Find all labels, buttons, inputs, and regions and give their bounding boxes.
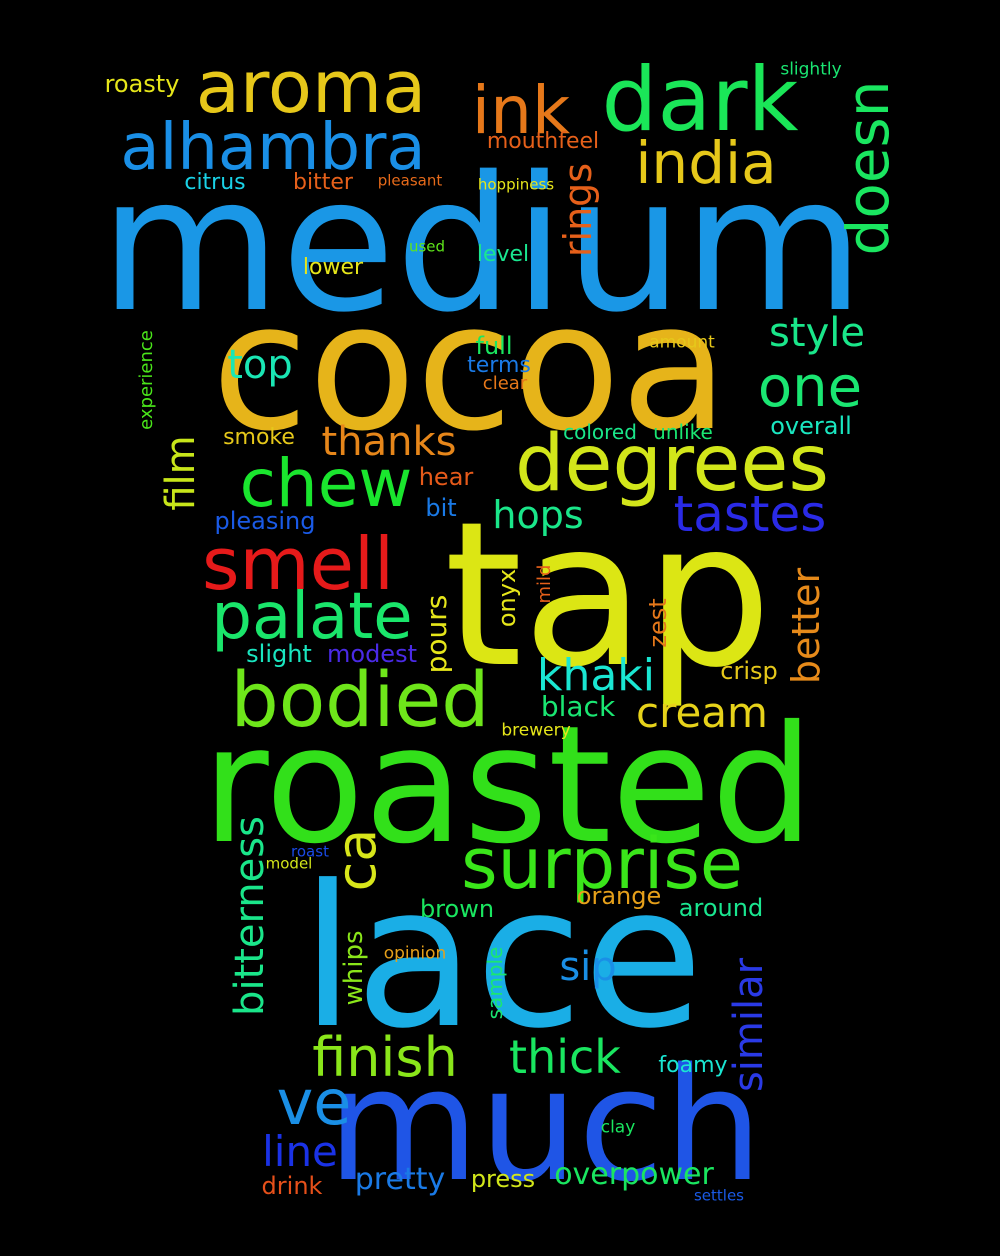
word-overall: overall [770,412,852,440]
word-film: film [158,435,204,511]
word-better: better [784,567,828,685]
word-slightly: slightly [780,59,842,80]
word-much: much [327,1034,763,1216]
word-lace: lace [300,844,704,1072]
word-alhambra: alhambra [120,111,426,185]
word-model: model [265,854,313,873]
word-around: around [678,894,764,922]
word-dark: dark [601,48,799,151]
word-roast: roast [291,842,329,861]
word-roasty: roasty [104,70,180,98]
word-surprise: surprise [461,823,743,905]
word-hoppiness: hoppiness [477,175,555,194]
word-lower: lower [302,255,364,280]
word-orange: orange [576,882,662,910]
word-thanks: thanks [321,419,457,465]
word-terms: terms [467,353,531,378]
word-clear: clear [482,373,528,394]
word-crisp: crisp [720,657,778,685]
word-degrees: degrees [515,419,829,509]
word-hear: hear [418,463,474,491]
word-sample: sample [483,946,507,1020]
word-medium: medium [99,136,865,353]
word-colored: colored [563,420,637,444]
word-level: level [476,242,530,267]
word-whips: whips [339,930,369,1006]
word-style: style [769,310,865,356]
word-cocoa: cocoa [211,265,729,470]
word-pleasant: pleasant [377,171,443,190]
word-roasted: roasted [202,692,814,880]
word-modest: modest [327,640,417,668]
word-mild: mild [534,564,555,604]
word-onyx: onyx [493,568,521,628]
word-amount: amount [649,332,715,353]
word-ink: ink [471,72,571,149]
word-aroma: aroma [195,45,427,129]
word-press: press [470,1165,536,1193]
word-black: black [540,690,616,723]
word-ve: ve [276,1066,352,1139]
word-bitter: bitter [293,170,353,195]
word-drink: drink [261,1172,323,1200]
word-hops: hops [492,493,584,537]
word-one: one [757,355,863,420]
word-overpower: overpower [554,1157,714,1192]
word-similar: similar [726,957,772,1093]
word-bitterness: bitterness [227,816,273,1016]
word-used: used [408,237,446,256]
word-experience: experience [136,330,157,430]
word-zest: zest [644,598,672,648]
word-bit: bit [425,494,457,522]
word-pretty: pretty [354,1162,446,1197]
word-pours: pours [420,594,453,674]
word-sip: sip [559,944,617,990]
word-unlike: unlike [653,420,713,444]
word-foamy: foamy [658,1053,728,1078]
word-opinion: opinion [383,943,447,964]
word-full: full [475,332,513,360]
word-finish: finish [312,1026,458,1089]
word-cream: cream [636,688,768,737]
word-chew: chew [239,445,413,522]
word-india: india [635,129,777,197]
word-top: top [227,342,293,388]
word-rings: rings [556,162,600,258]
word-settles: settles [693,1186,745,1205]
word-smell: smell [202,522,394,606]
word-bodied: bodied [230,655,490,744]
word-khaki: khaki [536,650,656,701]
word-slight: slight [246,640,312,668]
word-pleasing: pleasing [214,507,316,535]
word-brewery: brewery [501,720,571,741]
word-brown: brown [419,895,495,923]
word-citrus: citrus [184,170,246,195]
word-thick: thick [509,1030,621,1084]
word-tastes: tastes [673,485,827,543]
word-ca: ca [325,828,388,892]
word-doesn: doesn [834,80,902,256]
word-palate: palate [211,580,413,654]
word-clay: clay [600,1117,636,1138]
word-line: line [262,1127,338,1176]
word-smoke: smoke [223,425,295,450]
word-mouthfeel: mouthfeel [486,129,600,154]
word-tap: tap [444,479,772,712]
